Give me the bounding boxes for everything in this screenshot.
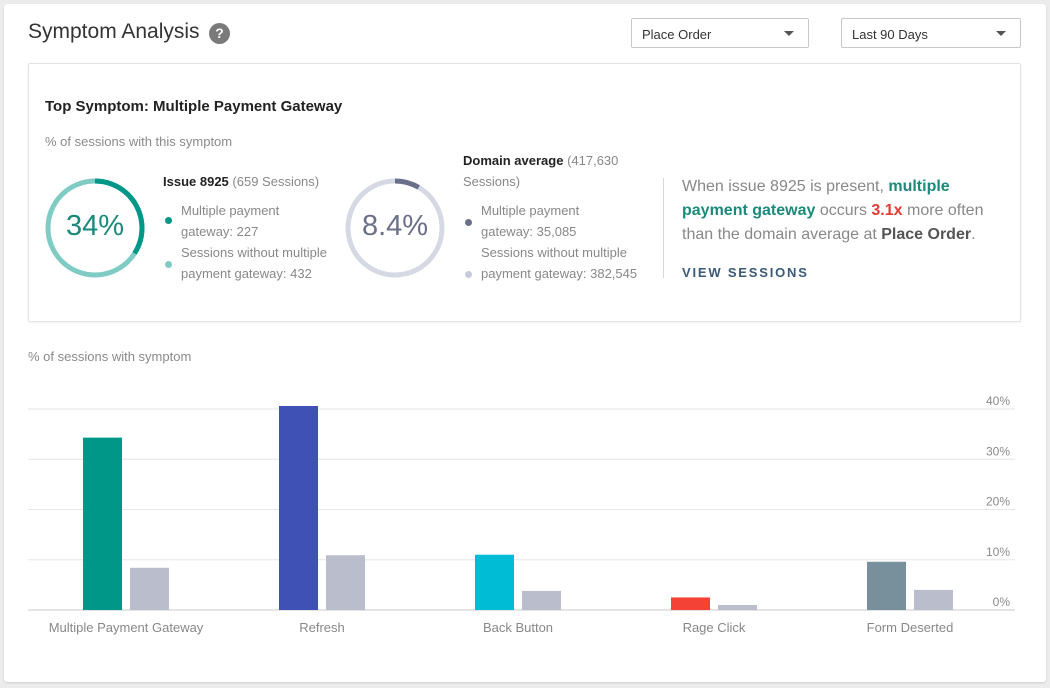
issue-percent: 34%: [65, 210, 125, 242]
symptom-bar-chart: 0% 10% 20% 30% 40% Multiple Payment Gateway Re…: [28, 394, 1015, 635]
chevron-down-icon: [996, 31, 1006, 36]
y-tick-label: 0%: [993, 595, 1011, 609]
domain-donut: [345, 178, 445, 278]
bar-domain: [130, 567, 169, 610]
domain-donut-arc: [345, 178, 445, 278]
top-symptom-panel: [28, 63, 1021, 322]
issue-sessions: (659 Sessions): [232, 174, 320, 189]
page-select[interactable]: Place Order: [631, 18, 809, 48]
x-tick-label: Form Deserted: [867, 620, 954, 635]
domain-sessions: (417,630 Sessions): [463, 153, 619, 189]
bar-issue: [671, 597, 710, 610]
chart-subtitle: % of sessions with symptom: [28, 349, 192, 364]
domain-name: Domain average: [463, 153, 564, 168]
domain-legend-1: Multiple payment gateway: 35,085: [481, 203, 580, 239]
page-select-value: Place Order: [642, 27, 712, 42]
top-symptom-title: Top Symptom: Multiple Payment Gateway: [45, 98, 343, 115]
x-tick-label: Rage Click: [683, 620, 746, 635]
bar-domain: [718, 604, 757, 610]
issue-legend-2: Sessions without multiple payment gatewa…: [181, 245, 327, 281]
legend-dot: [165, 217, 172, 224]
domain-heading: Domain average (417,630 Sessions): [463, 150, 641, 192]
y-tick-label: 40%: [986, 394, 1010, 408]
date-range-select[interactable]: Last 90 Days: [841, 18, 1021, 48]
issue-name: Issue 8925: [163, 174, 229, 189]
summary-screen: Place Order: [881, 226, 972, 243]
y-tick-label: 20%: [986, 495, 1010, 509]
issue-donut: [45, 178, 145, 278]
summary-text: When issue 8925 is present, multiple pay…: [682, 178, 984, 243]
view-sessions-link[interactable]: VIEW SESSIONS: [682, 265, 809, 280]
legend-dot: [165, 261, 172, 268]
bar-issue: [475, 554, 514, 610]
bar-issue: [279, 405, 318, 610]
x-tick-label: Back Button: [483, 620, 553, 635]
help-icon[interactable]: ?: [209, 23, 230, 44]
domain-percent: 8.4%: [361, 210, 429, 242]
chevron-down-icon: [784, 31, 794, 36]
issue-heading: Issue 8925 (659 Sessions): [163, 171, 343, 192]
y-tick-label: 10%: [986, 545, 1010, 559]
x-tick-label: Refresh: [299, 620, 345, 635]
issue-legend-1: Multiple payment gateway: 227: [181, 203, 280, 239]
legend-dot: [465, 219, 472, 226]
domain-legend-2: Sessions without multiple payment gatewa…: [481, 245, 638, 281]
issue-donut-arc: [45, 178, 145, 278]
y-tick-label: 30%: [986, 444, 1010, 458]
top-symptom-subtitle: % of sessions with this symptom: [45, 134, 233, 149]
bar-domain: [522, 590, 561, 610]
x-tick-label: Multiple Payment Gateway: [49, 620, 204, 635]
bar-issue: [867, 561, 906, 610]
bar-domain: [914, 589, 953, 610]
legend-dot: [465, 271, 472, 278]
bar-domain: [326, 555, 365, 610]
bar-issue: [83, 437, 122, 610]
summary-symptom: multiple payment gateway: [682, 178, 950, 219]
date-range-value: Last 90 Days: [852, 27, 928, 42]
summary-multiplier: 3.1x: [871, 202, 903, 219]
page-title: Symptom Analysis: [28, 20, 200, 43]
divider: [663, 178, 664, 278]
